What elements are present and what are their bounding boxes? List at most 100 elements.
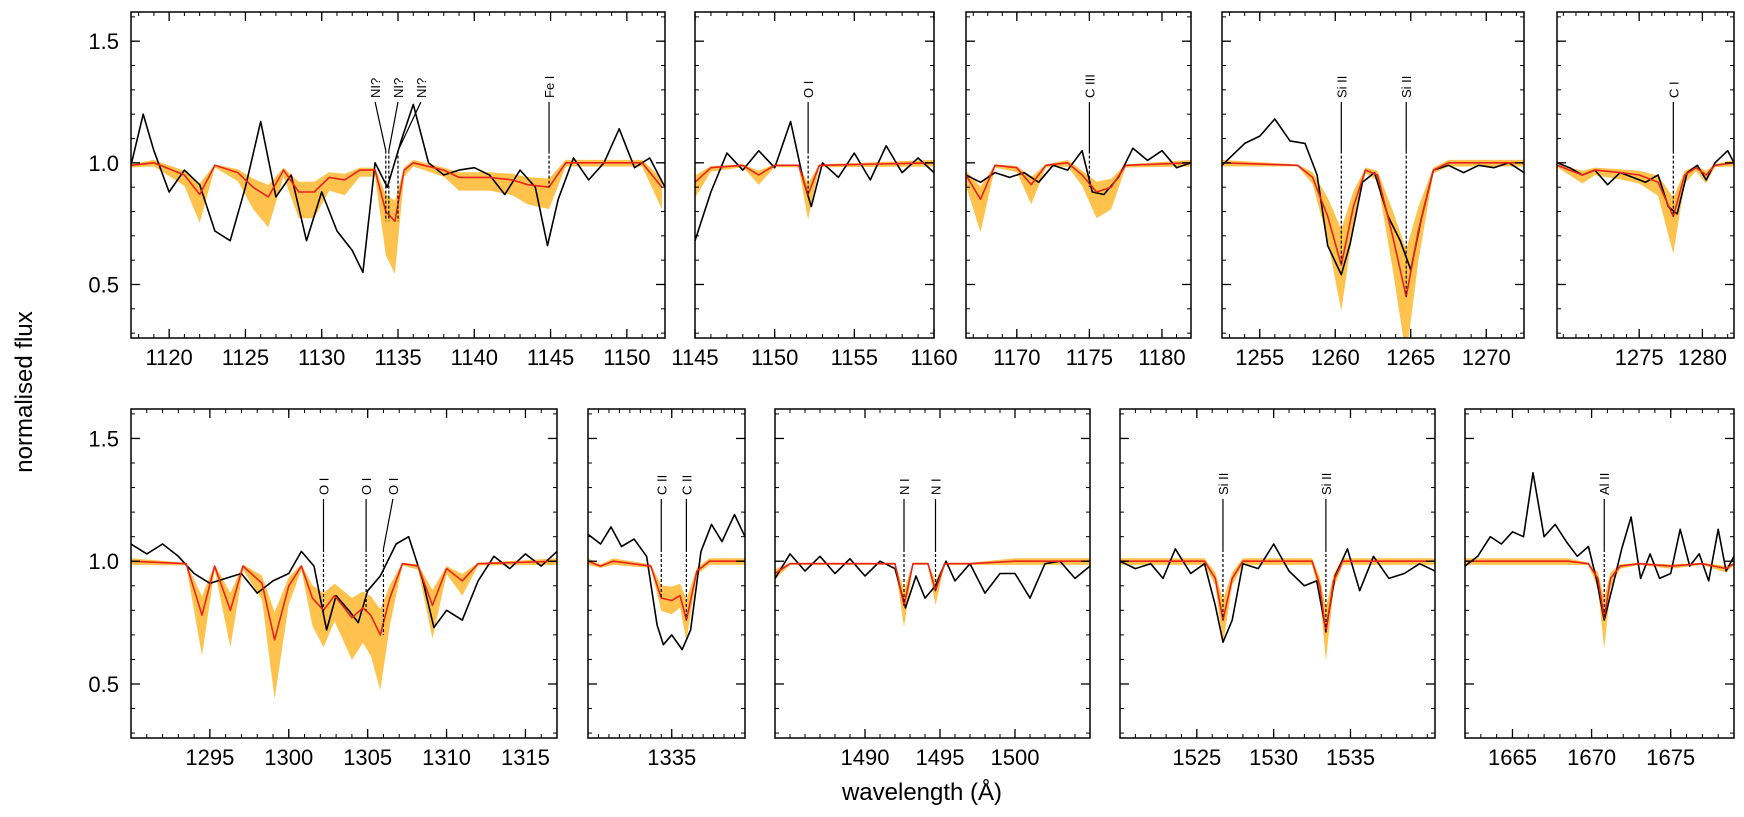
observed-spectrum-line (1465, 472, 1734, 621)
x-tick-label: 1525 (1172, 745, 1221, 770)
x-tick-label: 1675 (1646, 745, 1695, 770)
x-tick-label: 1315 (501, 745, 550, 770)
panel-frame (774, 408, 1091, 739)
x-tick-label: 1145 (671, 345, 718, 370)
panel-frame (1119, 408, 1436, 739)
observed-spectrum-line (1222, 118, 1524, 276)
line-id-label: O I (801, 81, 816, 98)
line-id-marker (388, 101, 399, 151)
model-uncertainty-band (131, 558, 557, 699)
x-tick-label: 1140 (451, 345, 498, 370)
x-tick-label: 1260 (1311, 345, 1360, 370)
panel-p2: O I 1145 1150 1155 1160 (671, 11, 958, 370)
x-tick-label: 1145 (527, 345, 574, 370)
panel-plot-area (131, 103, 665, 274)
model-spectrum-line (1120, 560, 1435, 634)
x-tick-label: 1295 (185, 745, 234, 770)
x-tick-label: 1500 (991, 745, 1040, 770)
panel-plot-area (695, 120, 934, 241)
x-tick-label: 1135 (374, 345, 421, 370)
panel-p3: C III 1170 1175 1180 (965, 11, 1192, 370)
line-id-label: N I (929, 478, 944, 495)
model-uncertainty-band (1120, 558, 1435, 661)
x-tick-label: 1150 (751, 345, 798, 370)
line-id-label: Si II (1334, 76, 1349, 98)
model-spectrum-line (775, 560, 1090, 607)
model-spectrum-line (131, 560, 557, 641)
panel-p4: Si II Si II 1255 1260 1265 1270 (1221, 11, 1525, 370)
model-spectrum-line (1557, 162, 1734, 218)
line-id-label: O I (359, 478, 374, 495)
y-tick-label: 0.5 (88, 272, 119, 297)
panel-p1: NI? NI? NI? Fe I 1120 1125 1130 1135 1140 1145 115… (88, 11, 666, 370)
line-id-label: C I (1666, 81, 1681, 98)
x-axis-title: wavelength (Å) (841, 778, 1002, 806)
x-tick-label: 1150 (603, 345, 650, 370)
panel-frame (965, 11, 1192, 339)
panel-plot-area (1120, 543, 1435, 661)
panel-frame (1464, 408, 1735, 739)
panel-plot-area (131, 535, 557, 699)
model-spectrum-line (1465, 560, 1734, 619)
panel-frame (694, 11, 935, 339)
model-spectrum-line (966, 162, 1191, 201)
x-tick-label: 1130 (298, 345, 345, 370)
panel-plot-area (1465, 472, 1734, 649)
panels-group: NI? NI? NI? Fe I 1120 1125 1130 1135 1140 1145 115… (88, 11, 1735, 770)
panel-frame (1221, 11, 1525, 339)
model-spectrum-line (695, 162, 934, 196)
line-id-label: C II (679, 475, 694, 495)
x-tick-label: 1125 (222, 345, 269, 370)
observed-spectrum-line (131, 103, 665, 274)
panel-plot-area (966, 147, 1191, 233)
line-id-label: N I (897, 478, 912, 495)
x-tick-label: 1270 (1462, 345, 1511, 370)
y-axis-title: normalised flux (11, 311, 38, 472)
x-tick-label: 1155 (831, 345, 878, 370)
line-id-label: C II (654, 475, 669, 495)
line-id-label: NI? (391, 78, 406, 98)
panel-p10: Al II 1665 1670 1675 (1464, 408, 1735, 770)
x-tick-label: 1120 (145, 345, 192, 370)
panel-plot-area (1557, 149, 1734, 254)
x-tick-label: 1180 (1138, 345, 1185, 370)
line-id-marker (382, 498, 394, 550)
y-tick-label: 1.5 (88, 29, 119, 54)
x-tick-label: 1255 (1235, 345, 1284, 370)
model-uncertainty-band (695, 159, 934, 220)
observed-spectrum-line (775, 553, 1090, 609)
line-id-label: NI? (414, 78, 429, 98)
panel-frame (130, 408, 558, 739)
line-id-marker (397, 101, 422, 151)
x-tick-label: 1530 (1249, 745, 1298, 770)
x-tick-label: 1335 (647, 745, 696, 770)
model-uncertainty-band (966, 159, 1191, 233)
observed-spectrum-line (966, 147, 1191, 196)
observed-spectrum-line (1120, 543, 1435, 643)
model-uncertainty-band (1222, 159, 1524, 338)
x-tick-label: 1275 (1615, 345, 1664, 370)
x-tick-label: 1490 (841, 745, 890, 770)
model-spectrum-line (1222, 162, 1524, 298)
panel-plot-area (775, 553, 1090, 628)
model-spectrum-line (588, 560, 745, 621)
observed-spectrum-line (695, 120, 934, 241)
y-tick-label: 1.0 (88, 549, 119, 574)
line-id-label: NI? (368, 78, 383, 98)
model-uncertainty-band (1557, 159, 1734, 254)
x-tick-label: 1300 (264, 745, 313, 770)
line-id-label: C III (1082, 74, 1097, 98)
line-id-label: Si II (1319, 473, 1334, 495)
line-id-label: Si II (1216, 473, 1231, 495)
x-tick-label: 1670 (1567, 745, 1616, 770)
x-tick-label: 1305 (343, 745, 392, 770)
x-tick-label: 1175 (1066, 345, 1113, 370)
panel-p6: O I O I O I 1295 1300 1305 1310 1315 0.5 1.0 1.5 (88, 408, 558, 770)
model-spectrum-line (131, 162, 663, 222)
panel-plot-area (588, 513, 745, 651)
model-uncertainty-band (1465, 558, 1734, 649)
x-tick-label: 1495 (916, 745, 965, 770)
line-id-label: O I (317, 478, 332, 495)
x-tick-label: 1160 (910, 345, 957, 370)
line-id-label: Al II (1597, 473, 1612, 495)
